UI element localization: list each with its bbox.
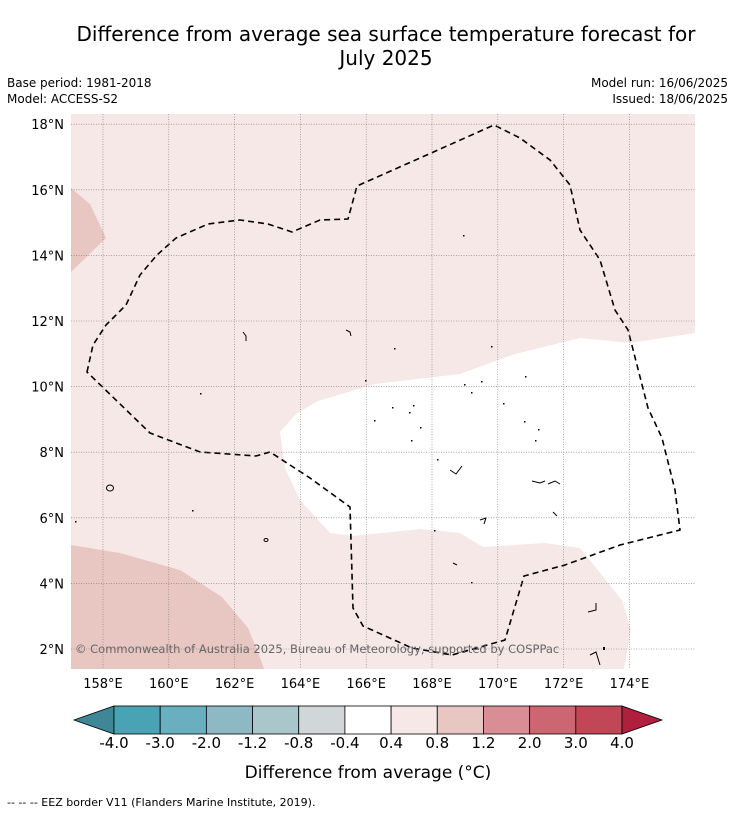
meta-left: Base period: 1981-2018 Model: ACCESS-S2 (7, 75, 152, 107)
lat-tick-label: 12°N (31, 315, 64, 330)
lat-tick-label: 18°N (31, 118, 64, 133)
lat-tick-label: 16°N (31, 184, 64, 199)
eez-legend-note: -- -- -- EEZ border V11 (Flanders Marine… (7, 796, 316, 809)
atoll-outline (449, 465, 463, 475)
colorbar (72, 705, 664, 735)
colorbar-tick-label: -1.2 (237, 734, 268, 752)
atoll-outline (531, 480, 561, 485)
lat-tick-label: 14°N (31, 249, 64, 264)
anomaly-0.8-1.2-northwest (71, 188, 106, 272)
lon-tick-label: 158°E (83, 677, 123, 692)
lat-tick-label: 10°N (31, 381, 64, 396)
colorbar-segment (298, 705, 346, 735)
colorbar-segment (159, 705, 207, 735)
colorbar-segment (390, 705, 438, 735)
islands (106, 329, 601, 666)
colorbar-segment (483, 705, 531, 735)
meta-right: Model run: 16/06/2025 Issued: 18/06/2025 (591, 75, 728, 107)
anomaly-0.8-1.2-southwest (71, 545, 264, 669)
colorbar-tick-label: -2.0 (191, 734, 221, 752)
graticule (71, 114, 695, 669)
colorbar-tick-label: 0.4 (379, 734, 404, 752)
atoll-outline (452, 562, 458, 566)
colorbar-tick-label: 1.2 (471, 734, 496, 752)
island-outline (106, 484, 114, 492)
colorbar-tick-label: -4.0 (99, 734, 129, 752)
lat-tick-label: 4°N (40, 577, 65, 592)
lat-axis: 2°N 4°N 6°N 8°N 10°N 12°N 14°N 16°N 18°N (31, 118, 64, 658)
title-line-2: July 2025 (339, 46, 433, 70)
atoll-outline (345, 329, 352, 337)
colorbar-tick-label: 0.8 (425, 734, 450, 752)
colorbar-tick-label: -3.0 (145, 734, 175, 752)
colorbar-tick-label: 4.0 (610, 734, 634, 752)
lat-tick-label: 8°N (40, 446, 65, 461)
eez-border (86, 124, 681, 656)
atoll-outline (587, 603, 597, 613)
model-run: Model run: 16/06/2025 (590, 76, 728, 90)
colorbar-segment (113, 705, 161, 735)
lon-tick-label: 160°E (149, 677, 189, 692)
lon-tick-label: 172°E (544, 677, 584, 692)
title-line-1: Difference from average sea surface temp… (76, 22, 696, 46)
colorbar-segment (344, 705, 392, 735)
colorbar-high-extend (621, 705, 664, 735)
colorbar-tick-label: -0.4 (330, 734, 360, 752)
colorbar-segment (529, 705, 577, 735)
atoll-outline (589, 651, 601, 666)
map-plot-area: © Commonwealth of Australia 2025, Bureau… (71, 114, 695, 669)
lon-tick-label: 164°E (281, 677, 321, 692)
lon-tick-label: 168°E (412, 677, 452, 692)
colorbar-tick-label: 3.0 (563, 734, 588, 752)
colorbar-segment (436, 705, 484, 735)
colorbar-segment (205, 705, 253, 735)
near-normal-region (280, 333, 695, 669)
map-title: Difference from average sea surface temp… (36, 22, 736, 70)
colorbar-segment (575, 705, 623, 735)
lon-axis: 158°E 160°E 162°E 164°E 166°E 168°E 170°E 172°E… (83, 677, 649, 692)
model-name: Model: ACCESS-S2 (7, 92, 119, 106)
lon-tick-label: 166°E (346, 677, 386, 692)
lon-tick-label: 170°E (478, 677, 518, 692)
lat-tick-label: 2°N (40, 643, 65, 658)
colorbar-segment (252, 705, 300, 735)
copyright-notice: © Commonwealth of Australia 2025, Bureau… (75, 642, 559, 656)
colorbar-tick-label: 2.0 (517, 734, 542, 752)
island-outline (263, 538, 269, 542)
colorbar-low-extend (72, 705, 115, 735)
island-dots (75, 235, 605, 650)
lon-tick-label: 174°E (610, 677, 650, 692)
lon-tick-label: 162°E (215, 677, 255, 692)
atoll-outline (242, 331, 247, 341)
issued-date: Issued: 18/06/2025 (612, 92, 728, 106)
colorbar-tick-label: -0.8 (284, 734, 314, 752)
base-period: Base period: 1981-2018 (7, 76, 152, 90)
lat-tick-label: 6°N (40, 512, 65, 527)
colorbar-title: Difference from average (°C) (244, 763, 492, 783)
atoll-outline (552, 511, 558, 517)
